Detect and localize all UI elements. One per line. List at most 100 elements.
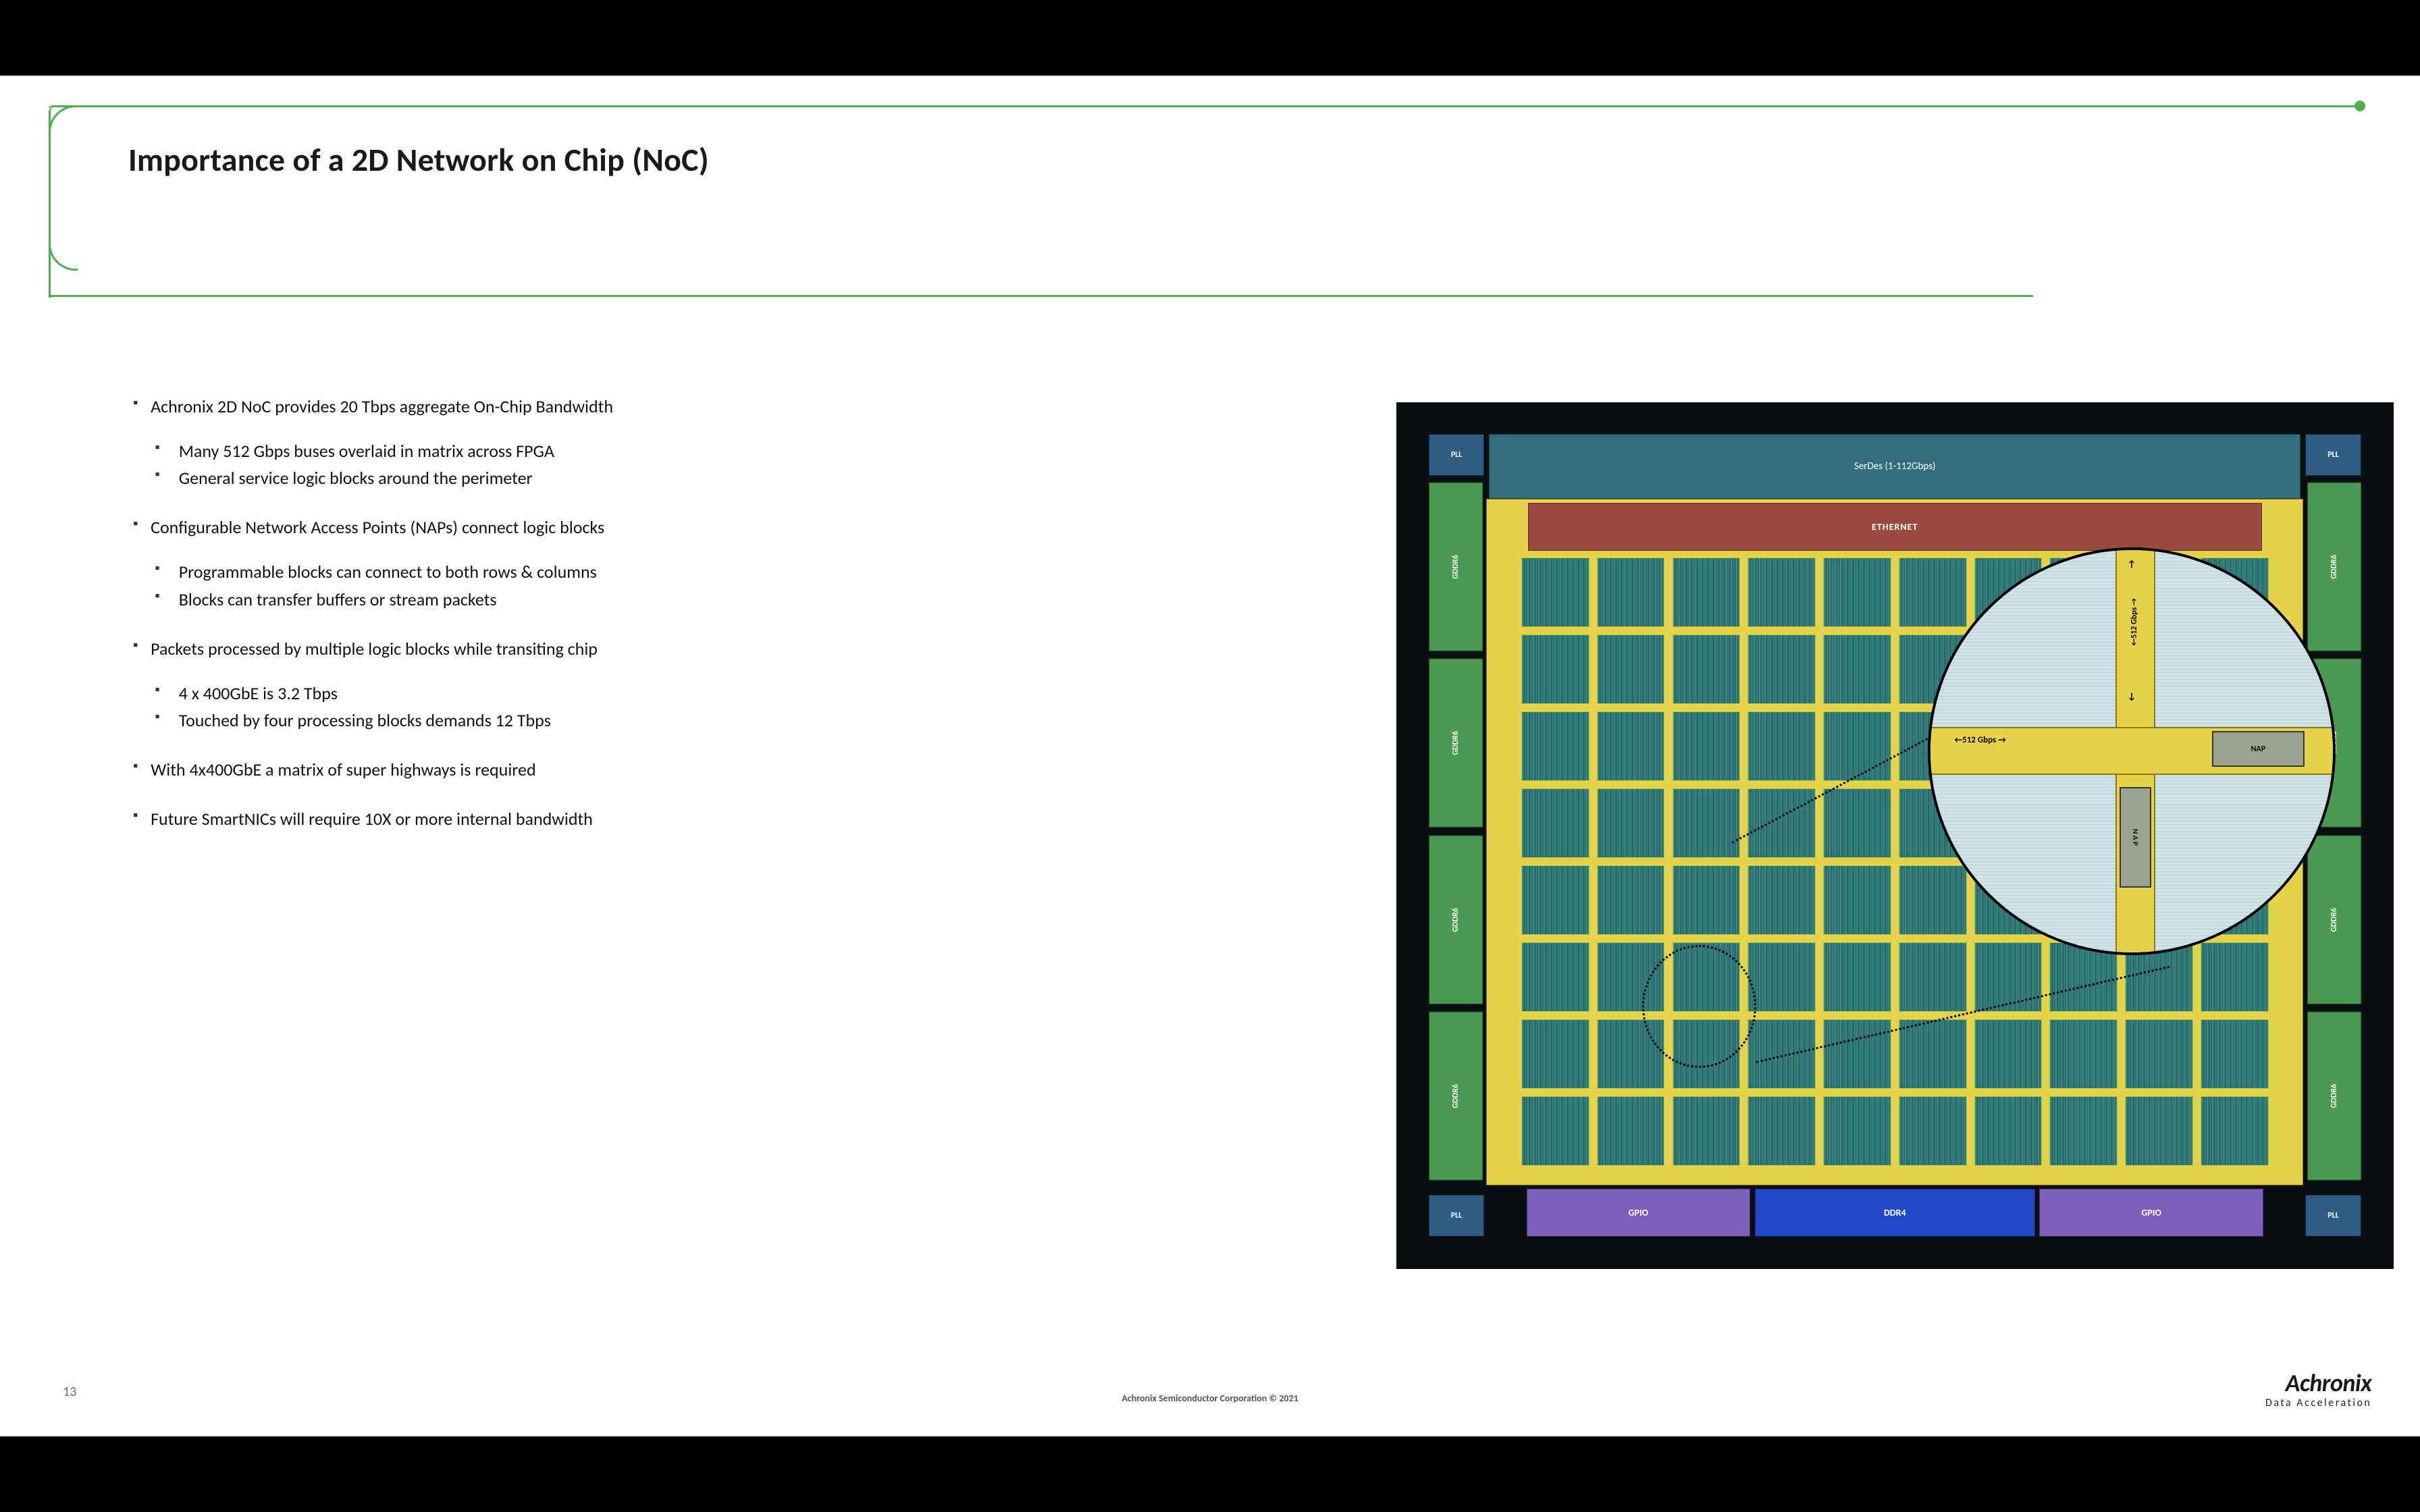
fabric-tile	[1597, 711, 1665, 781]
bullet-group: Packets processed by multiple logic bloc…	[133, 635, 1392, 734]
fabric-tile	[1747, 558, 1816, 627]
slide: Importance of a 2D Network on Chip (NoC)…	[0, 76, 2420, 1436]
bullet-list: Achronix 2D NoC provides 20 Tbps aggrega…	[133, 393, 1392, 855]
bullet-l1: Achronix 2D NoC provides 20 Tbps aggrega…	[133, 393, 1392, 420]
fabric-tile	[1597, 1096, 1665, 1166]
fabric-tile	[1597, 558, 1665, 627]
magnifier-circle: ↑ ↓ ←512 Gbps → ←512 Gbps → NAP N A P	[1928, 547, 2336, 955]
fabric-tile	[2201, 1096, 2269, 1166]
fabric-tile	[2049, 1096, 2118, 1166]
fabric-tile	[1747, 711, 1816, 781]
slide-title: Importance of a 2D Network on Chip (NoC)	[128, 140, 709, 180]
title-rule-left	[49, 108, 53, 297]
bullet-group: Future SmartNICs will require 10X or mor…	[133, 805, 1392, 832]
bullet-l1: Configurable Network Access Points (NAPs…	[133, 514, 1392, 541]
fabric-tile	[1521, 942, 1589, 1012]
arrow-down-icon: ↓	[2128, 691, 2136, 702]
fabric-tile	[2049, 1019, 2118, 1089]
gddr-block: GDDR6	[2307, 483, 2361, 651]
bullet-l2: General service logic blocks around the …	[133, 464, 1392, 491]
bullet-l2: Blocks can transfer buffers or stream pa…	[133, 586, 1392, 613]
mag-vertical-label: ←512 Gbps →	[2130, 598, 2139, 646]
fabric-tile	[1521, 558, 1589, 627]
brand-block: Achronix Data Acceleration	[2265, 1368, 2371, 1409]
fabric-tile	[1673, 1019, 1741, 1089]
gddr-block: GDDR6	[1429, 483, 1483, 651]
fabric-tile	[1673, 788, 1741, 858]
fabric-tile	[1521, 865, 1589, 935]
pll-block-tl: PLL	[1429, 434, 1485, 476]
fabric-tile	[1899, 865, 1967, 935]
fabric-tile	[1673, 1096, 1741, 1166]
fabric-tile	[1899, 558, 1967, 627]
fabric-tile	[1747, 942, 1816, 1012]
fabric-tile	[1823, 865, 1891, 935]
fabric-tile	[2201, 942, 2269, 1012]
fabric-tile	[1974, 942, 2043, 1012]
fabric-tile	[1974, 1096, 2043, 1166]
nap-block-h: NAP	[2212, 731, 2305, 767]
bullet-group: Configurable Network Access Points (NAPs…	[133, 514, 1392, 613]
fabric-tile	[1747, 788, 1816, 858]
pll-block-br: PLL	[2305, 1195, 2361, 1237]
bullet-group: With 4x400GbE a matrix of super highways…	[133, 756, 1392, 783]
letterbox: Importance of a 2D Network on Chip (NoC)…	[0, 0, 2420, 1512]
fabric-region: ETHERNET ↑ ↓ ←512 Gbps → ←512 Gbps →	[1486, 499, 2303, 1186]
bullet-group: Achronix 2D NoC provides 20 Tbps aggrega…	[133, 393, 1392, 492]
fabric-row	[1521, 1016, 2269, 1093]
fabric-tile	[1823, 788, 1891, 858]
brand-name: Achronix	[2265, 1368, 2371, 1398]
bullet-l1: With 4x400GbE a matrix of super highways…	[133, 756, 1392, 783]
chip-grid: PLL PLL PLL PLL SerDes (1-112Gbps) GDDR6…	[1429, 434, 2361, 1237]
brand-tagline: Data Acceleration	[2265, 1397, 2371, 1409]
fabric-tile	[2125, 1096, 2193, 1166]
title-rule-top	[49, 105, 2360, 109]
fabric-tile	[1673, 942, 1741, 1012]
fabric-tile	[1521, 788, 1589, 858]
copyright-text: Achronix Semiconductor Corporation © 202…	[0, 1393, 2420, 1404]
ddr4-block: DDR4	[1755, 1189, 2034, 1237]
fabric-tile	[2201, 1019, 2269, 1089]
fabric-tile	[1823, 1096, 1891, 1166]
fabric-tile	[1823, 942, 1891, 1012]
bullet-l2: 4 x 400GbE is 3.2 Tbps	[133, 680, 1392, 707]
bullet-l2: Many 512 Gbps buses overlaid in matrix a…	[133, 437, 1392, 464]
fabric-tile	[1597, 788, 1665, 858]
fabric-tile	[1521, 1019, 1589, 1089]
nap-block-v: N A P	[2120, 787, 2152, 888]
fabric-tile	[1597, 942, 1665, 1012]
slide-outer: Importance of a 2D Network on Chip (NoC)…	[0, 0, 2420, 1512]
bullet-l2: Programmable blocks can connect to both …	[133, 558, 1392, 585]
gpio-block: GPIO	[1527, 1189, 1751, 1237]
bullet-l2: Touched by four processing blocks demand…	[133, 707, 1392, 734]
bullet-l1: Future SmartNICs will require 10X or mor…	[133, 805, 1392, 832]
title-corner-bl	[49, 242, 78, 271]
fabric-tile	[1673, 865, 1741, 935]
fabric-tile	[1747, 1019, 1816, 1089]
title-corner-tl	[49, 105, 78, 134]
fabric-tile	[1597, 1019, 1665, 1089]
fabric-tile	[1747, 865, 1816, 935]
fabric-tile	[1974, 1019, 2043, 1089]
fabric-tile	[1521, 711, 1589, 781]
fabric-tile	[1673, 634, 1741, 704]
chip-diagram: PLL PLL PLL PLL SerDes (1-112Gbps) GDDR6…	[1396, 402, 2394, 1269]
fabric-tile	[1521, 634, 1589, 704]
gddr-block: GDDR6	[1429, 1012, 1483, 1181]
fabric-tile	[1823, 634, 1891, 704]
arrow-up-icon: ↑	[2128, 558, 2136, 570]
gddr-block: GDDR6	[1429, 836, 1483, 1004]
fabric-tile	[1673, 558, 1741, 627]
fabric-tile	[1747, 1096, 1816, 1166]
pll-block-bl: PLL	[1429, 1195, 1485, 1237]
fabric-tile	[1899, 1096, 1967, 1166]
fabric-tile	[1823, 558, 1891, 627]
fabric-tile	[1597, 634, 1665, 704]
gddr-block: GDDR6	[1429, 659, 1483, 828]
fabric-tile	[1823, 1019, 1891, 1089]
gpio-block: GPIO	[2039, 1189, 2263, 1237]
serdes-block: SerDes (1-112Gbps)	[1489, 434, 2300, 498]
fabric-tile	[1823, 711, 1891, 781]
fabric-tile	[1899, 1019, 1967, 1089]
fabric-tile	[1747, 634, 1816, 704]
